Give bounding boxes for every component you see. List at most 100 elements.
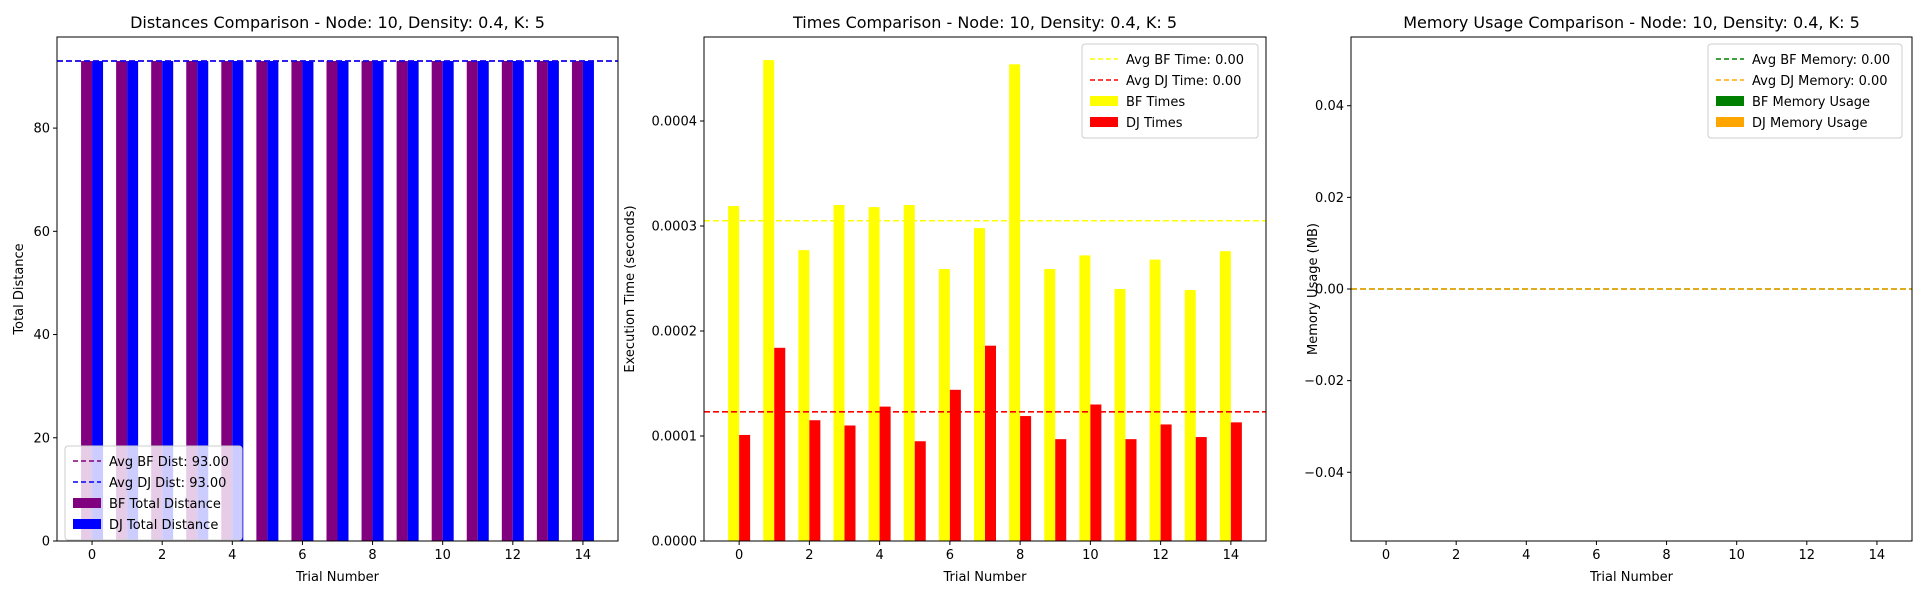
legend-label: Avg DJ Dist: 93.00	[109, 476, 226, 491]
bar-bf-times-9	[1044, 269, 1056, 541]
bar-dj-total-distance-5	[267, 61, 279, 541]
legend-bar-swatch	[1716, 117, 1744, 127]
x-tick-label: 14	[575, 548, 592, 563]
bar-dj-total-distance-4	[232, 61, 244, 541]
bar-dj-times-2	[809, 420, 821, 541]
y-tick-label: 0.0004	[652, 115, 698, 130]
legend: Avg BF Memory: 0.00 Avg DJ Memory: 0.00 BF…	[1707, 43, 1903, 139]
bar-dj-total-distance-0	[92, 61, 104, 541]
bar-bf-total-distance-6	[291, 61, 303, 541]
y-tick-label: 0.0002	[652, 325, 698, 340]
legend: Avg BF Dist: 93.00 Avg DJ Dist: 93.00 BF T…	[64, 445, 243, 541]
bar-bf-total-distance-9	[396, 61, 408, 541]
bar-dj-times-14	[1230, 422, 1242, 541]
bar-dj-total-distance-1	[127, 61, 139, 541]
chart-title: Times Comparison - Node: 10, Density: 0.…	[792, 13, 1177, 32]
bar-bf-total-distance-11	[466, 61, 478, 541]
bar-dj-total-distance-3	[197, 61, 209, 541]
bar-bf-total-distance-13	[536, 61, 548, 541]
x-tick-label: 2	[1452, 548, 1460, 563]
chart-1: 0 2 4 6 8 10 12 14 0.0000 0.0001 0.0002 0.0003 0.000…	[623, 13, 1267, 585]
y-tick-label: 0.04	[1315, 99, 1344, 114]
plot-frame	[703, 36, 1267, 542]
bar-dj-times-1	[774, 347, 786, 541]
bar-bf-times-1	[763, 60, 775, 541]
bar-dj-total-distance-8	[372, 61, 384, 541]
legend-label: DJ Times	[1126, 116, 1183, 131]
bar-dj-total-distance-11	[477, 61, 489, 541]
x-tick-label: 0	[1382, 548, 1390, 563]
bar-bf-total-distance-8	[361, 61, 373, 541]
x-tick-label: 4	[875, 548, 883, 563]
bar-dj-times-13	[1195, 437, 1207, 541]
y-axis-label: Memory Usage (MB)	[1306, 223, 1321, 355]
bar-dj-total-distance-12	[512, 61, 524, 541]
bar-dj-times-10	[1090, 404, 1102, 541]
x-tick-label: 8	[1016, 548, 1024, 563]
bar-bf-times-6	[938, 269, 950, 541]
bar-bf-times-8	[1009, 64, 1021, 542]
bar-bf-total-distance-14	[571, 61, 583, 541]
bar-bf-total-distance-10	[431, 61, 443, 541]
bar-dj-times-6	[949, 389, 961, 541]
y-axis-label: Execution Time (seconds)	[623, 205, 638, 372]
legend-label: DJ Total Distance	[109, 518, 218, 533]
bar-bf-total-distance-3	[186, 61, 198, 541]
bar-dj-times-5	[914, 441, 926, 541]
legend-label: Avg BF Dist: 93.00	[109, 455, 229, 470]
bar-dj-total-distance-10	[442, 61, 454, 541]
bar-dj-times-0	[739, 434, 751, 541]
bar-dj-times-7	[985, 345, 996, 541]
legend-label: Avg DJ Time: 0.00	[1126, 74, 1241, 89]
x-tick-label: 2	[805, 548, 813, 563]
x-axis-label: Trial Number	[943, 570, 1028, 585]
bar-bf-total-distance-2	[151, 61, 163, 541]
bar-dj-times-3	[844, 425, 856, 541]
y-tick-label: 0.0000	[652, 535, 698, 550]
legend-bar-swatch	[1716, 96, 1744, 106]
x-tick-label: 12	[505, 548, 522, 563]
y-tick-label: 60	[33, 225, 50, 240]
x-tick-label: 10	[1728, 548, 1745, 563]
bar-dj-total-distance-6	[302, 61, 314, 541]
plot-frame	[56, 36, 619, 542]
bar-bf-total-distance-5	[256, 61, 268, 541]
x-tick-label: 4	[228, 548, 236, 563]
bar-bf-times-5	[903, 205, 915, 541]
x-tick-label: 8	[1662, 548, 1670, 563]
y-tick-label: 0	[42, 535, 50, 550]
bar-bf-times-14	[1219, 251, 1231, 541]
bar-bf-total-distance-4	[221, 61, 233, 541]
y-tick-label: −0.04	[1304, 466, 1344, 481]
legend-bar-swatch	[73, 519, 101, 529]
legend-label: BF Memory Usage	[1752, 95, 1870, 110]
bar-bf-times-3	[833, 205, 845, 541]
bar-bf-total-distance-7	[326, 61, 338, 541]
bar-bf-total-distance-12	[501, 61, 513, 541]
y-tick-label: −0.02	[1304, 374, 1344, 389]
x-tick-label: 6	[298, 548, 306, 563]
y-tick-label: 0.0001	[652, 430, 698, 445]
bar-bf-times-11	[1114, 289, 1126, 541]
y-tick-label: 0.0003	[652, 220, 698, 235]
bar-dj-times-12	[1160, 424, 1172, 541]
bar-bf-times-0	[728, 206, 740, 542]
bar-bf-times-7	[974, 228, 985, 541]
legend-bar-swatch	[73, 498, 101, 508]
bar-bf-times-10	[1079, 255, 1091, 541]
bar-bf-times-4	[868, 207, 880, 541]
x-tick-label: 14	[1869, 548, 1886, 563]
x-tick-label: 10	[434, 548, 451, 563]
legend-label: BF Times	[1126, 95, 1185, 110]
x-tick-label: 12	[1152, 548, 1169, 563]
legend-box	[64, 445, 243, 541]
chart-title: Memory Usage Comparison - Node: 10, Dens…	[1403, 13, 1860, 32]
x-axis-label: Trial Number	[1589, 570, 1674, 585]
bar-bf-total-distance-0	[81, 61, 93, 541]
x-tick-label: 14	[1223, 548, 1240, 563]
bar-bf-times-13	[1184, 290, 1196, 541]
legend-bar-swatch	[1090, 96, 1118, 106]
x-tick-label: 10	[1082, 548, 1099, 563]
chart-2: 0 2 4 6 8 10 12 14 −0.04 −0.02 0.00 0.02 0.04 Memory …	[1304, 13, 1913, 585]
